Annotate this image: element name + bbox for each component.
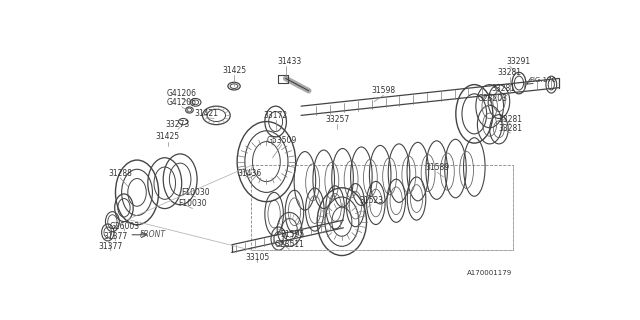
Text: 31425: 31425 xyxy=(222,66,246,75)
Text: G26003: G26003 xyxy=(109,222,140,231)
Text: 33291: 33291 xyxy=(507,57,531,66)
Text: 31595: 31595 xyxy=(280,230,305,239)
Text: 31598: 31598 xyxy=(371,86,396,95)
Text: 31421: 31421 xyxy=(195,108,218,117)
Text: 33257: 33257 xyxy=(325,115,349,124)
Text: FRONT: FRONT xyxy=(140,230,166,239)
Text: 33172: 33172 xyxy=(264,111,288,120)
Text: 31589: 31589 xyxy=(425,163,449,172)
Text: 33105: 33105 xyxy=(245,253,269,262)
Text: 31425: 31425 xyxy=(156,132,180,141)
Bar xyxy=(251,165,513,250)
Text: 33281: 33281 xyxy=(499,115,522,124)
Text: 31523: 31523 xyxy=(359,196,383,204)
Text: G53509: G53509 xyxy=(267,136,297,145)
Text: 31436: 31436 xyxy=(237,169,262,178)
Text: G23511: G23511 xyxy=(275,240,305,249)
Text: 31377: 31377 xyxy=(103,232,127,241)
Text: 33281: 33281 xyxy=(499,124,522,133)
Text: 33281: 33281 xyxy=(492,84,516,93)
Text: A170001179: A170001179 xyxy=(467,270,513,276)
Text: 31433: 31433 xyxy=(277,57,301,66)
Text: 33273: 33273 xyxy=(166,120,190,129)
Text: G23203: G23203 xyxy=(478,94,508,103)
Text: FIG.170: FIG.170 xyxy=(530,77,557,83)
Text: G41206: G41206 xyxy=(166,89,196,98)
Text: F10030: F10030 xyxy=(178,199,207,208)
Text: G41206: G41206 xyxy=(166,98,196,107)
Text: 31288: 31288 xyxy=(108,169,132,178)
Text: 31377: 31377 xyxy=(99,242,123,251)
Text: F10030: F10030 xyxy=(181,188,210,197)
Text: 33281: 33281 xyxy=(498,68,522,77)
